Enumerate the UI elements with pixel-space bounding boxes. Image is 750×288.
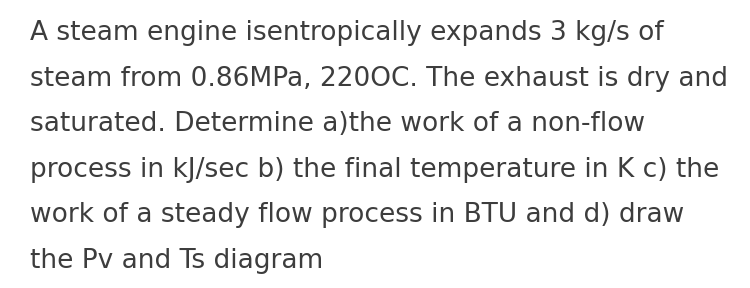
Text: A steam engine isentropically expands 3 kg/s of: A steam engine isentropically expands 3 … bbox=[30, 20, 664, 46]
Text: process in kJ/sec b) the final temperature in K c) the: process in kJ/sec b) the final temperatu… bbox=[30, 157, 719, 183]
Text: the Pv and Ts diagram: the Pv and Ts diagram bbox=[30, 248, 323, 274]
Text: work of a steady flow process in BTU and d) draw: work of a steady flow process in BTU and… bbox=[30, 202, 684, 228]
Text: saturated. Determine a)the work of a non-flow: saturated. Determine a)the work of a non… bbox=[30, 111, 645, 137]
Text: steam from 0.86MPa, 220OC. The exhaust is dry and: steam from 0.86MPa, 220OC. The exhaust i… bbox=[30, 66, 728, 92]
